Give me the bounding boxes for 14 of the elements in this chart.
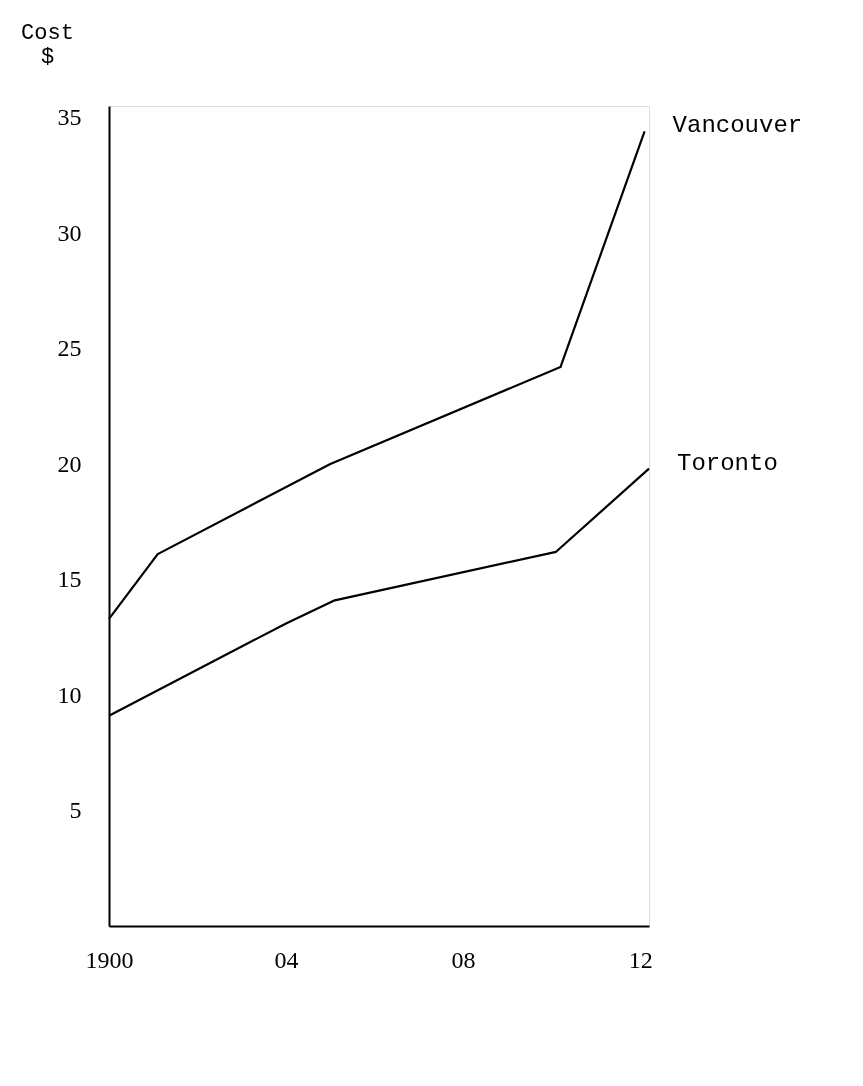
- y-tick-label: 20: [57, 450, 82, 477]
- x-tick-label: 12: [628, 946, 653, 973]
- series-label: Vancouver: [672, 112, 803, 140]
- x-tick-label: 08: [451, 946, 476, 973]
- series-label: Toronto: [677, 449, 778, 477]
- y-tick-label: 10: [57, 681, 82, 708]
- y-tick-label: 30: [57, 219, 82, 246]
- y-tick-label: 15: [57, 566, 82, 593]
- y-tick-label: 35: [57, 104, 82, 131]
- y-tick-label: 5: [69, 797, 82, 824]
- x-tick-label: 1900: [85, 946, 134, 973]
- x-tick-label: 04: [274, 946, 299, 973]
- y-axis-title: Cost $: [21, 20, 74, 70]
- y-tick-label: 25: [57, 335, 82, 362]
